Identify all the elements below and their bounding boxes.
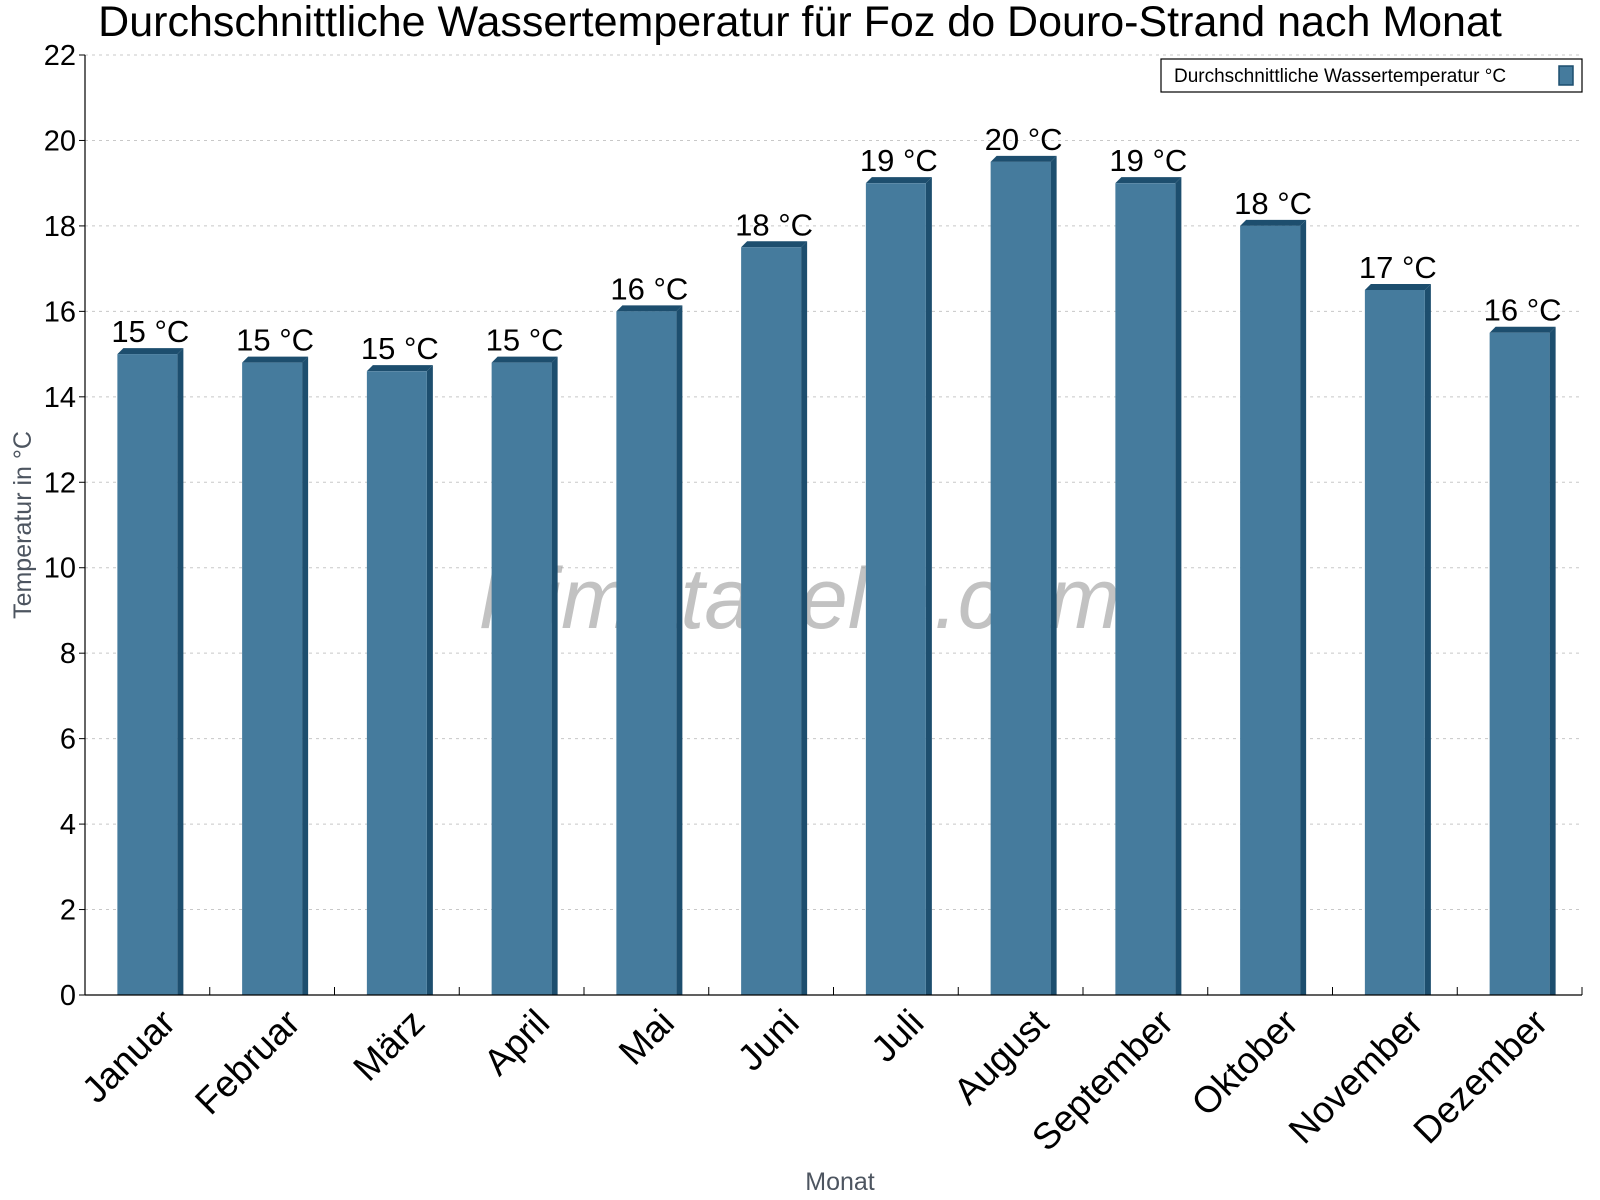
bar-side <box>1175 177 1182 995</box>
x-tick-labels: Januar Februar März April Mai Juni Juli AugustS… <box>74 1001 1555 1158</box>
y-tick-label: 18 <box>44 211 76 243</box>
bar-top <box>741 241 808 248</box>
bar-top <box>1115 177 1182 184</box>
x-tick-label: Mai <box>611 1002 682 1073</box>
data-label: 15 °C <box>486 323 564 358</box>
legend: Durchschnittliche Wassertemperatur °C <box>1160 58 1583 93</box>
y-tick-label: 12 <box>44 467 76 499</box>
grid-lines <box>85 54 1582 911</box>
x-tick-label: Dezember <box>1406 1002 1556 1152</box>
data-label: 18 °C <box>1234 186 1312 221</box>
x-tick-label: August <box>946 1001 1057 1112</box>
bar <box>1489 332 1550 995</box>
bar-top <box>1364 284 1431 290</box>
bar-side <box>1300 219 1307 996</box>
bar <box>242 362 303 995</box>
bar-top <box>242 356 309 363</box>
bar-side <box>1549 326 1556 995</box>
x-tick-label: Februar <box>187 1002 308 1123</box>
bar-top <box>366 365 433 372</box>
bar <box>865 183 926 995</box>
bar <box>1240 225 1301 996</box>
x-tick-label: Januar <box>74 1002 183 1111</box>
x-tick-label: Oktober <box>1184 1002 1306 1124</box>
data-label: 16 °C <box>1484 293 1562 328</box>
y-tick-label: 8 <box>60 638 76 670</box>
chart-title: Durchschnittliche Wassertemperatur für F… <box>98 0 1502 46</box>
bar-top <box>990 155 1057 162</box>
y-tick-label: 0 <box>60 980 76 1012</box>
data-label: 19 °C <box>860 143 938 178</box>
y-tick-label: 10 <box>44 553 76 585</box>
data-label: 15 °C <box>236 323 314 358</box>
bar <box>741 247 802 996</box>
legend-box <box>1160 58 1583 93</box>
bar-top <box>117 348 184 355</box>
bar-side <box>177 348 184 995</box>
data-label: 15 °C <box>361 331 439 366</box>
bar-side <box>676 305 683 995</box>
data-label: 15 °C <box>111 314 189 349</box>
bar-side <box>426 365 433 995</box>
bar <box>1115 183 1176 995</box>
bar <box>491 362 552 995</box>
y-tick-label: 20 <box>44 125 76 157</box>
bar-top <box>1240 219 1307 226</box>
x-tick-label: Juni <box>730 1002 807 1079</box>
x-tick-label: April <box>476 1002 557 1083</box>
y-tick-label: 14 <box>44 382 76 414</box>
bar <box>990 161 1051 995</box>
bar-side <box>302 356 309 995</box>
x-tick-label: November <box>1281 1002 1431 1152</box>
bar <box>616 311 677 995</box>
y-tick-labels: 0 2 4 6 8 10 12 14 16 18 20 22 <box>44 40 76 1012</box>
bars <box>117 155 1556 996</box>
data-label: 16 °C <box>610 271 688 306</box>
data-label: 20 °C <box>985 122 1063 157</box>
y-tick-label: 2 <box>60 895 76 927</box>
data-label: 17 °C <box>1359 250 1437 285</box>
bar <box>366 371 427 995</box>
bar-top <box>491 356 558 363</box>
x-axis-title: Monat <box>805 1168 875 1196</box>
x-tick-label: Juli <box>863 1002 931 1070</box>
bar <box>117 354 178 995</box>
bar-top <box>865 177 932 184</box>
y-tick-label: 22 <box>44 40 76 72</box>
legend-label: Durchschnittliche Wassertemperatur °C <box>1174 66 1506 87</box>
y-axis-title: Temperatur in °C <box>9 431 37 619</box>
x-tick-label: März <box>345 1002 432 1089</box>
bar-side <box>801 241 808 996</box>
y-tick-label: 4 <box>60 809 76 841</box>
bar-top <box>1489 326 1556 333</box>
legend-swatch <box>1558 65 1574 86</box>
bar-top <box>616 305 683 312</box>
axes <box>79 54 1583 996</box>
y-tick-label: 16 <box>44 296 76 328</box>
y-tick-label: 6 <box>60 724 76 756</box>
data-labels: 15 °C 15 °C 15 °C 15 °C 16 °C 18 °C 19 °C 20 °C… <box>111 122 1561 366</box>
bar-side <box>551 356 558 995</box>
bar-side <box>1050 155 1057 995</box>
bar-side <box>1424 284 1431 995</box>
data-label: 18 °C <box>735 207 813 242</box>
bar <box>1364 290 1425 995</box>
bar-side <box>925 177 932 995</box>
data-label: 19 °C <box>1109 143 1187 178</box>
